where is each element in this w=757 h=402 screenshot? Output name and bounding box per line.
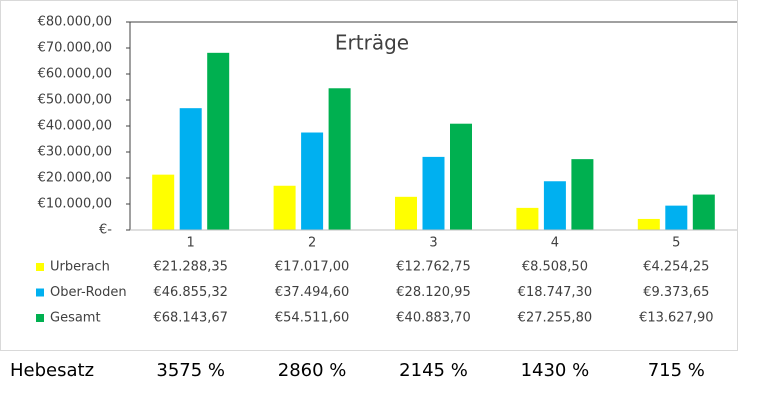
table-cell: €46.855,32 — [153, 285, 227, 300]
table-cell: €54.511,60 — [275, 311, 349, 326]
y-tick-label: €40.000,00 — [38, 119, 112, 134]
bar — [395, 196, 417, 230]
bar — [450, 123, 472, 230]
table-cell: €8.508,50 — [522, 260, 588, 275]
table-cell: €68.143,67 — [153, 311, 227, 326]
table-cell: €9.373,65 — [643, 285, 709, 300]
table-cell: €40.883,70 — [396, 311, 470, 326]
x-tick-label: 2 — [308, 236, 316, 251]
legend-swatch — [36, 288, 44, 297]
bar — [571, 159, 594, 230]
row-label: Hebesatz — [10, 360, 94, 381]
legend-label: Gesamt — [50, 311, 101, 326]
legend-swatch — [36, 263, 44, 271]
x-tick-label: 1 — [187, 236, 195, 251]
legend-label: Urberach — [50, 260, 110, 275]
x-tick-label: 5 — [672, 236, 680, 251]
bar — [422, 156, 445, 230]
table-cell: €18.747,30 — [518, 285, 592, 300]
y-tick-label: €30.000,00 — [38, 145, 112, 160]
hebesatz-value: 1430 % — [521, 360, 590, 381]
y-tick-label: €50.000,00 — [38, 93, 112, 108]
y-tick-label: €- — [99, 223, 112, 238]
x-tick-label: 4 — [551, 236, 559, 251]
bar — [543, 181, 566, 230]
chart-frame — [0, 0, 738, 351]
x-tick-label: 3 — [429, 236, 437, 251]
bar — [637, 218, 660, 230]
bar — [207, 52, 230, 230]
y-tick-label: €60.000,00 — [38, 67, 112, 82]
bar — [301, 132, 324, 230]
bar — [665, 205, 688, 230]
hebesatz-value: 2145 % — [399, 360, 468, 381]
legend-swatch — [36, 314, 44, 322]
y-tick-label: €10.000,00 — [38, 197, 112, 212]
table-cell: €37.494,60 — [275, 285, 349, 300]
hebesatz-value: 3575 % — [156, 360, 225, 381]
legend-label: Ober-Roden — [50, 285, 127, 300]
bar — [692, 194, 715, 230]
bar — [273, 185, 296, 230]
bar — [328, 88, 351, 230]
chart-title: Erträge — [335, 31, 409, 55]
bar — [516, 207, 539, 230]
bar — [179, 108, 202, 230]
hebesatz-value: 715 % — [648, 360, 705, 381]
table-cell: €12.762,75 — [396, 260, 470, 275]
y-tick-label: €80.000,00 — [38, 15, 112, 30]
y-tick-label: €20.000,00 — [38, 171, 112, 186]
y-tick-label: €70.000,00 — [38, 41, 112, 56]
table-cell: €28.120,95 — [396, 285, 470, 300]
table-cell: €17.017,00 — [275, 260, 349, 275]
table-cell: €13.627,90 — [639, 311, 713, 326]
bar — [152, 174, 175, 230]
table-cell: €27.255,80 — [518, 311, 592, 326]
table-cell: €21.288,35 — [153, 260, 227, 275]
hebesatz-value: 2860 % — [278, 360, 347, 381]
table-cell: €4.254,25 — [643, 260, 709, 275]
